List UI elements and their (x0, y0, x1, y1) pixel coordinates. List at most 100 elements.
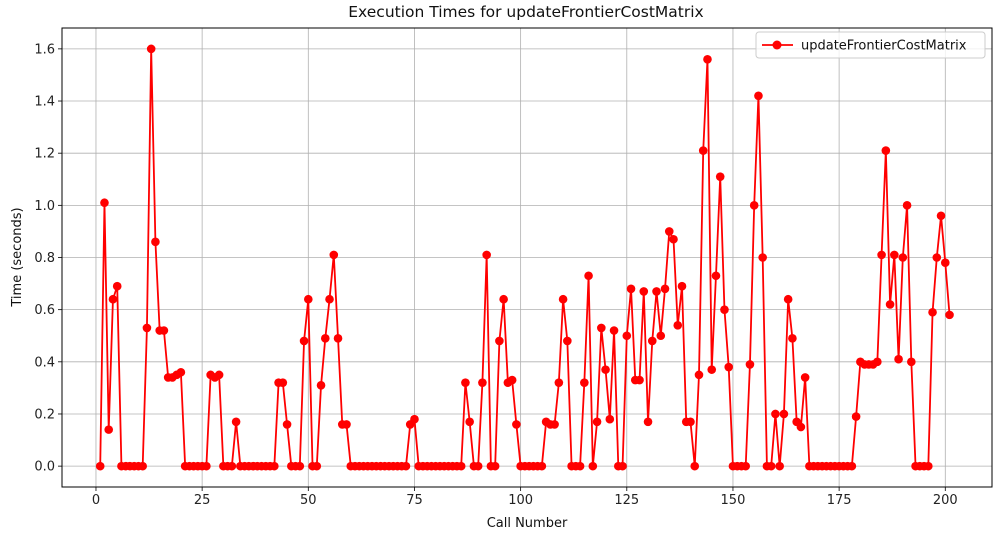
legend: updateFrontierCostMatrix (755, 31, 986, 59)
data-point (626, 284, 636, 294)
data-point (202, 461, 211, 471)
data-point (490, 461, 500, 471)
data-point (652, 287, 661, 296)
data-point (898, 253, 908, 262)
data-point (588, 461, 598, 471)
data-point (907, 357, 916, 367)
data-point (873, 357, 882, 367)
data-point (635, 375, 644, 385)
data-point (108, 294, 118, 304)
y-axis-label: Time (seconds) (10, 207, 25, 307)
data-point (703, 55, 712, 64)
data-point (410, 414, 419, 424)
data-point (558, 294, 568, 304)
data-point (609, 326, 619, 335)
data-point (788, 334, 797, 343)
data-point (643, 417, 653, 427)
data-point (495, 336, 504, 346)
data-point (304, 294, 313, 304)
data-point (580, 378, 589, 387)
data-point (741, 461, 750, 471)
series-layer (95, 44, 954, 471)
data-point (554, 378, 564, 387)
data-point (894, 354, 903, 364)
data-point (775, 461, 784, 471)
x-tick-label: 100 (508, 493, 533, 508)
data-point (877, 250, 886, 260)
x-tick-label: 50 (300, 493, 317, 508)
data-point (482, 250, 491, 260)
y-tick-label: 0.0 (34, 460, 55, 475)
data-point (575, 461, 585, 471)
data-point (885, 300, 895, 309)
data-point (473, 461, 483, 471)
data-point (550, 420, 559, 429)
data-point (698, 146, 708, 155)
data-point (749, 201, 759, 210)
data-point (890, 250, 899, 260)
legend-marker-swatch (772, 40, 782, 50)
data-point (656, 331, 666, 341)
data-point (104, 425, 114, 434)
data-point (686, 417, 695, 427)
data-point (584, 271, 593, 281)
data-point (932, 253, 942, 262)
x-tick-label: 175 (827, 493, 852, 508)
data-point (316, 380, 326, 390)
data-point (325, 294, 334, 304)
data-point (295, 461, 305, 471)
data-point (214, 370, 224, 380)
data-point (601, 365, 610, 374)
data-point (690, 461, 700, 471)
y-tick-label: 0.8 (34, 251, 55, 266)
data-point (622, 331, 632, 341)
data-point (312, 461, 322, 471)
data-point (677, 281, 687, 291)
legend-label: updateFrontierCostMatrix (801, 39, 967, 54)
data-point (660, 284, 670, 294)
data-point (647, 336, 657, 346)
data-point (758, 253, 767, 262)
data-point (151, 237, 160, 247)
data-point (342, 420, 351, 429)
x-tick-label: 25 (194, 493, 211, 508)
data-point (499, 294, 508, 304)
data-point (456, 461, 466, 471)
data-point (881, 146, 891, 155)
data-point (142, 323, 152, 333)
data-point (333, 334, 343, 343)
data-point (592, 417, 602, 427)
data-point (766, 461, 776, 471)
data-point (618, 461, 627, 471)
y-tick-label: 0.6 (34, 303, 55, 318)
data-point (401, 461, 411, 471)
data-point (715, 172, 725, 181)
x-tick-label: 75 (406, 493, 423, 508)
y-tick-label: 1.6 (34, 42, 55, 57)
data-point (779, 409, 789, 419)
data-point (673, 321, 683, 330)
data-point (851, 412, 861, 421)
data-point (159, 326, 169, 335)
chart-title: Execution Times for updateFrontierCostMa… (348, 3, 703, 21)
data-point (112, 281, 122, 291)
data-point (669, 234, 678, 244)
data-point (299, 336, 309, 346)
data-point (694, 370, 704, 380)
data-point (940, 258, 950, 268)
data-point (771, 409, 780, 419)
data-point (745, 360, 755, 369)
data-point (711, 271, 721, 281)
x-tick-label: 150 (721, 493, 746, 508)
x-tick-label: 200 (933, 493, 958, 508)
data-point (478, 378, 487, 387)
data-point (936, 211, 946, 221)
data-point (928, 307, 937, 317)
y-tick-label: 1.2 (34, 147, 55, 162)
data-point (270, 461, 279, 471)
data-point (902, 201, 912, 210)
data-point (320, 334, 330, 343)
data-point (176, 367, 186, 377)
data-point (231, 417, 241, 427)
